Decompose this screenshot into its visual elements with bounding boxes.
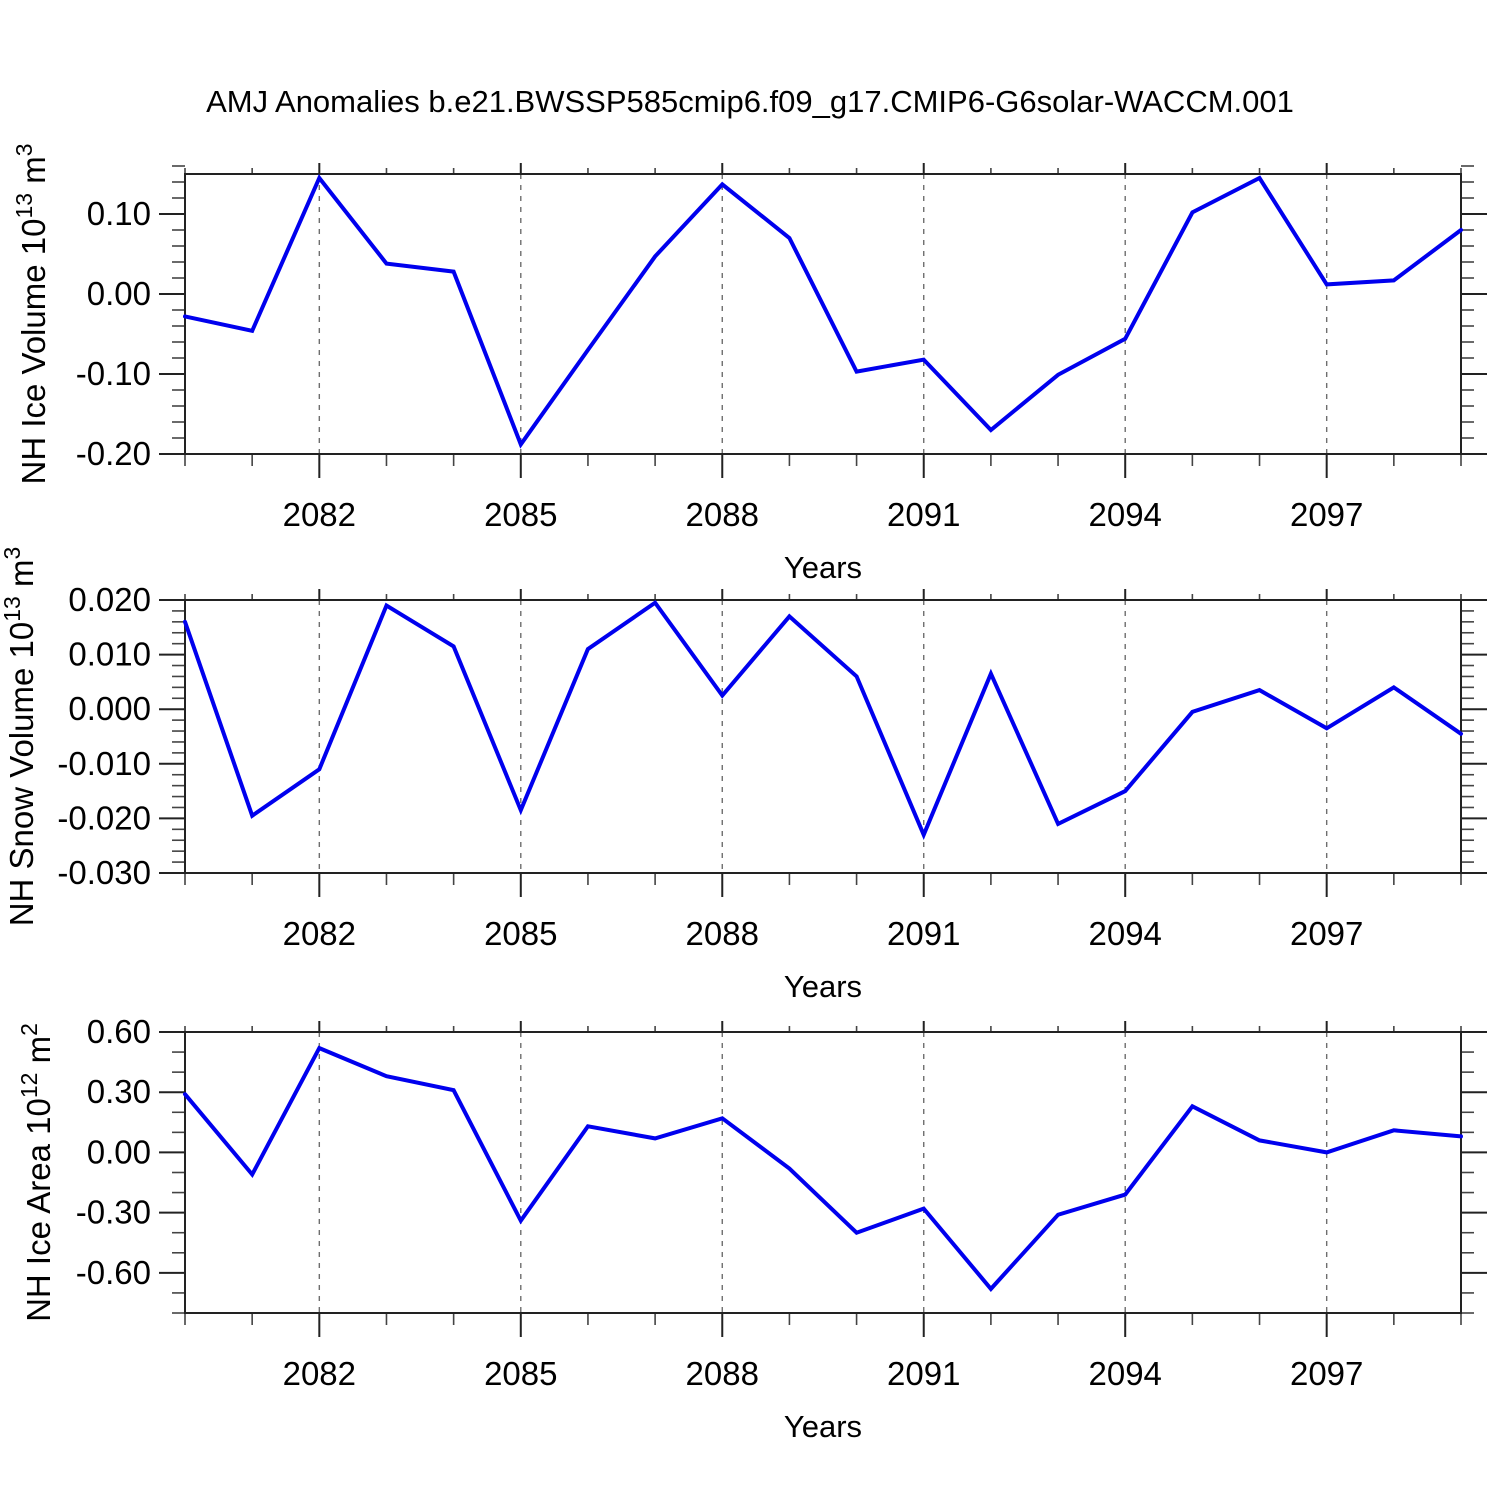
x-tick-label: 2082 xyxy=(283,915,356,952)
label-text: m xyxy=(15,156,52,193)
y-tick-label: -0.030 xyxy=(57,854,151,891)
superscript: 13 xyxy=(11,193,37,219)
chart-title: AMJ Anomalies b.e21.BWSSP585cmip6.f09_g1… xyxy=(206,84,1294,119)
y-tick-label: -0.10 xyxy=(76,355,151,392)
label-text: m xyxy=(3,560,40,597)
plot-box xyxy=(184,1031,1462,1314)
x-tick-label: 2085 xyxy=(484,1355,557,1392)
y-tick-label: -0.30 xyxy=(76,1194,151,1231)
x-tick-label: 2088 xyxy=(686,1355,759,1392)
y-tick-label: -0.20 xyxy=(76,435,151,472)
y-axis-title: NH Snow Volume 1013 m3 xyxy=(0,547,40,927)
x-tick-label: 2082 xyxy=(283,1355,356,1392)
y-axis-title-text: NH Ice Volume 1013 m3 xyxy=(11,143,52,484)
plot-box xyxy=(184,173,1462,455)
y-tick-label: 0.30 xyxy=(87,1073,151,1110)
x-tick-label: 2094 xyxy=(1088,496,1161,533)
y-axis-title: NH Ice Area 1012 m2 xyxy=(16,1023,57,1322)
x-tick-label: 2094 xyxy=(1088,915,1161,952)
x-tick-label: 2088 xyxy=(686,915,759,952)
superscript: 3 xyxy=(0,547,25,560)
superscript: 3 xyxy=(11,143,37,156)
label-text: NH Ice Volume 10 xyxy=(15,219,52,485)
nh-ice-area-line xyxy=(183,1045,1463,1292)
y-tick-label: 0.00 xyxy=(87,1133,151,1170)
nh-ice-volume-line xyxy=(183,174,1463,449)
superscript: 2 xyxy=(16,1023,42,1036)
x-tick-label: 2091 xyxy=(887,496,960,533)
y-tick-label: 0.10 xyxy=(87,195,151,232)
y-tick-label: 0.000 xyxy=(68,690,151,727)
plot-box xyxy=(184,599,1462,874)
x-axis-title: Years xyxy=(784,969,862,1004)
label-text: NH Ice Area 10 xyxy=(20,1098,57,1322)
panel-nh-ice-area: 0.60 0.30 0.00 -0.30 -0.60 2082 2085 2088 2091 20… xyxy=(16,1013,1487,1444)
x-tick-label: 2085 xyxy=(484,915,557,952)
y-tick-label: 0.60 xyxy=(87,1013,151,1050)
label-text: NH Snow Volume 10 xyxy=(3,622,40,927)
panel-nh-snow-volume: 0.020 0.010 0.000 -0.010 -0.020 -0.030 2082 208… xyxy=(0,547,1487,1004)
y-tick-label: 0.020 xyxy=(68,581,151,618)
x-axis-title: Years xyxy=(784,1409,862,1444)
x-tick-label: 2097 xyxy=(1290,915,1363,952)
x-tick-label: 2091 xyxy=(887,915,960,952)
y-tick-label: -0.020 xyxy=(57,799,151,836)
panel-nh-ice-volume: 0.10 0.00 -0.10 -0.20 2082 2085 2088 2091 2094 20… xyxy=(11,143,1487,585)
superscript: 13 xyxy=(0,596,25,622)
y-tick-label: -0.60 xyxy=(76,1254,151,1291)
x-tick-label: 2088 xyxy=(686,496,759,533)
x-tick-label: 2085 xyxy=(484,496,557,533)
y-tick-label: 0.010 xyxy=(68,636,151,673)
nh-snow-volume-line xyxy=(183,599,1463,840)
y-tick-label: -0.010 xyxy=(57,745,151,782)
x-tick-label: 2097 xyxy=(1290,1355,1363,1392)
x-tick-label: 2094 xyxy=(1088,1355,1161,1392)
x-tick-label: 2082 xyxy=(283,496,356,533)
x-tick-label: 2091 xyxy=(887,1355,960,1392)
x-tick-label: 2097 xyxy=(1290,496,1363,533)
y-axis-title-text: NH Ice Area 1012 m2 xyxy=(16,1023,57,1322)
y-axis-title-text: NH Snow Volume 1013 m3 xyxy=(0,547,40,927)
superscript: 12 xyxy=(16,1073,42,1099)
x-axis-title: Years xyxy=(784,550,862,585)
y-tick-label: 0.00 xyxy=(87,275,151,312)
y-axis-title: NH Ice Volume 1013 m3 xyxy=(11,143,52,484)
label-text: m xyxy=(20,1036,57,1073)
